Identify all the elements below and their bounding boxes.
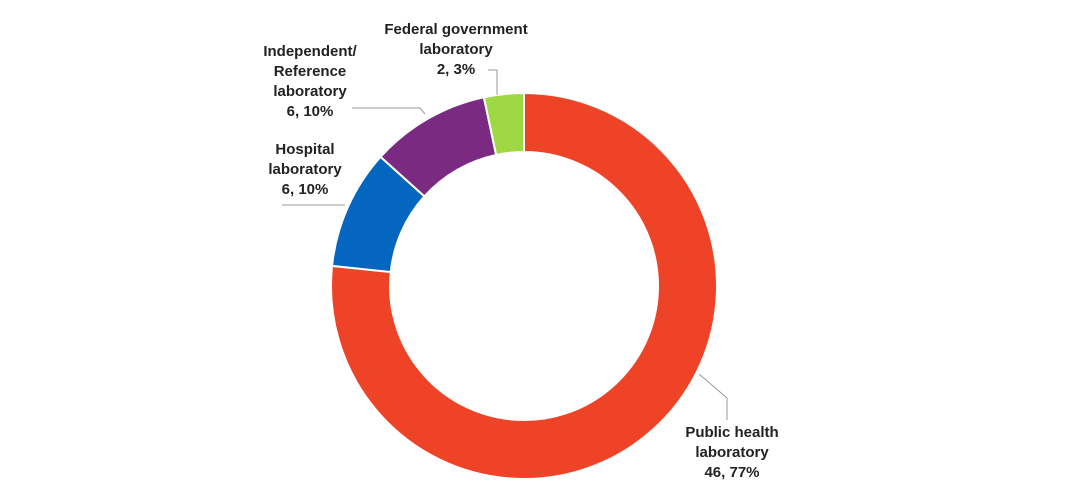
- value-label: 46, 77%: [704, 464, 759, 481]
- slice-label: Federal government: [384, 21, 527, 38]
- slice-label: laboratory: [273, 83, 347, 100]
- slice-label: laboratory: [268, 161, 342, 178]
- value-label: 2, 3%: [437, 61, 475, 78]
- leader-line: [698, 373, 728, 420]
- slice-label: laboratory: [419, 41, 493, 58]
- slice-label: Hospital: [275, 141, 334, 158]
- slice-label: Public health: [685, 424, 778, 441]
- leader-line: [488, 69, 498, 95]
- slice-label: Independent/: [263, 43, 357, 60]
- value-label: 6, 10%: [287, 103, 334, 120]
- value-label: 6, 10%: [282, 181, 329, 198]
- slice-label: laboratory: [695, 444, 769, 461]
- donut-slice: [330, 91, 718, 480]
- slice-label: Reference: [274, 63, 347, 80]
- leader-line: [352, 107, 426, 115]
